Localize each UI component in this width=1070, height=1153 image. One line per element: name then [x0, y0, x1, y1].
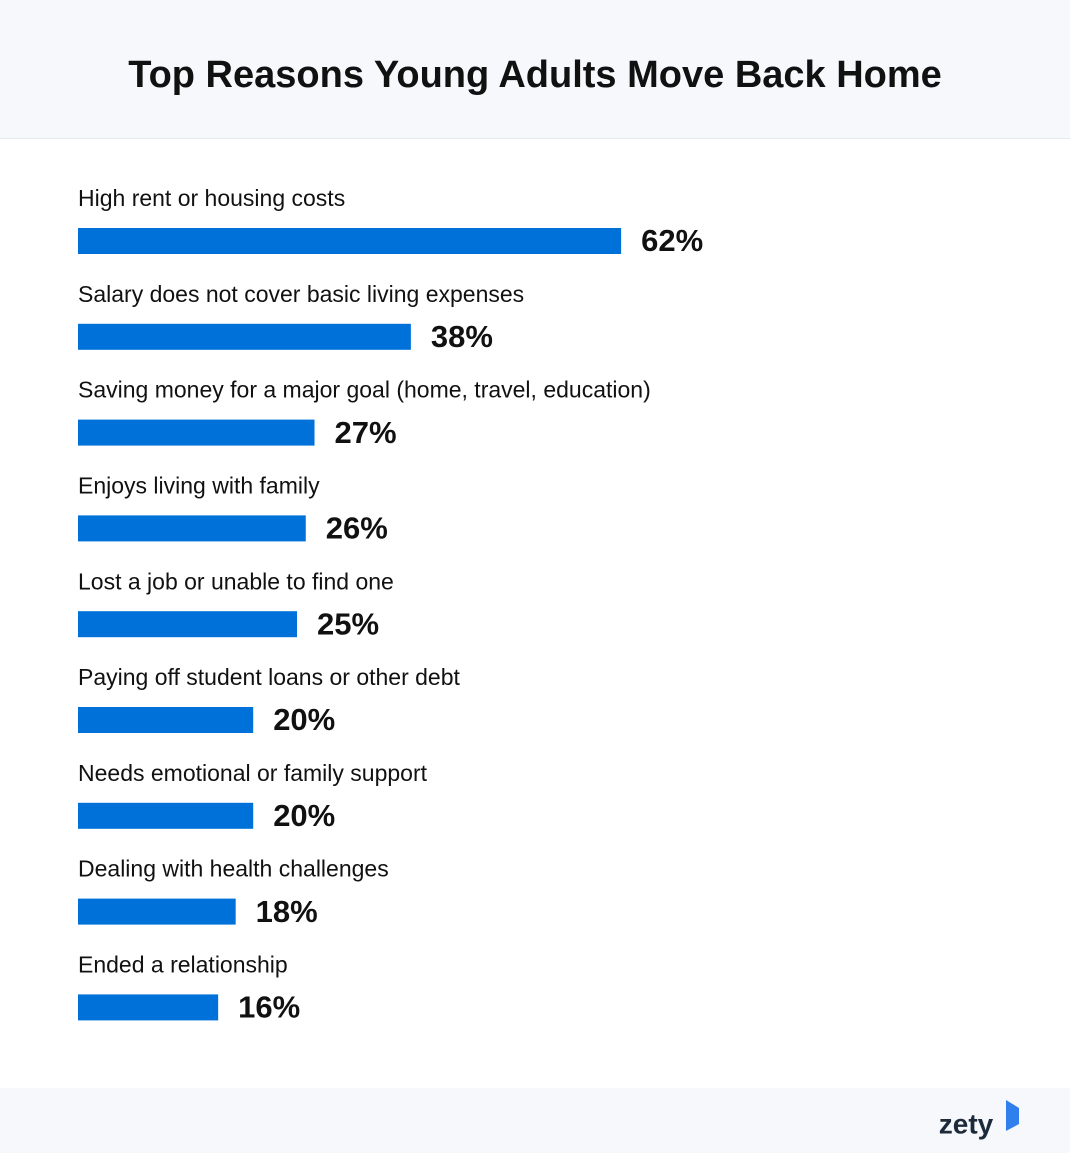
- value-label: 38%: [431, 319, 493, 354]
- value-label: 62%: [641, 223, 703, 258]
- category-label: Salary does not cover basic living expen…: [78, 281, 524, 307]
- bar: [78, 611, 297, 638]
- value-label: 20%: [273, 798, 335, 833]
- category-label: Ended a relationship: [78, 951, 288, 977]
- bar: [78, 515, 306, 542]
- category-label: Needs emotional or family support: [78, 760, 428, 786]
- value-label: 20%: [273, 702, 335, 737]
- bar: [78, 323, 411, 350]
- value-label: 16%: [238, 990, 300, 1025]
- category-label: Enjoys living with family: [78, 472, 320, 498]
- value-label: 25%: [317, 606, 379, 641]
- bar: [78, 707, 254, 733]
- value-label: 27%: [335, 415, 397, 450]
- footer-bg: [0, 1088, 1070, 1153]
- value-label: 26%: [326, 511, 388, 546]
- category-label: High rent or housing costs: [78, 185, 345, 211]
- category-label: Lost a job or unable to find one: [78, 568, 394, 594]
- logo-icon: [1006, 1100, 1019, 1131]
- category-label: Saving money for a major goal (home, tra…: [78, 377, 651, 403]
- category-label: Paying off student loans or other debt: [78, 664, 461, 690]
- bar: [78, 228, 622, 254]
- brand-logo: zety: [939, 1108, 994, 1139]
- bar: [78, 419, 315, 446]
- bar: [78, 994, 219, 1021]
- bar: [78, 802, 254, 829]
- header-bg: [0, 0, 1070, 138]
- bar: [78, 898, 236, 925]
- chart-title: Top Reasons Young Adults Move Back Home: [128, 54, 942, 96]
- category-label: Dealing with health challenges: [78, 856, 389, 882]
- value-label: 18%: [256, 894, 318, 929]
